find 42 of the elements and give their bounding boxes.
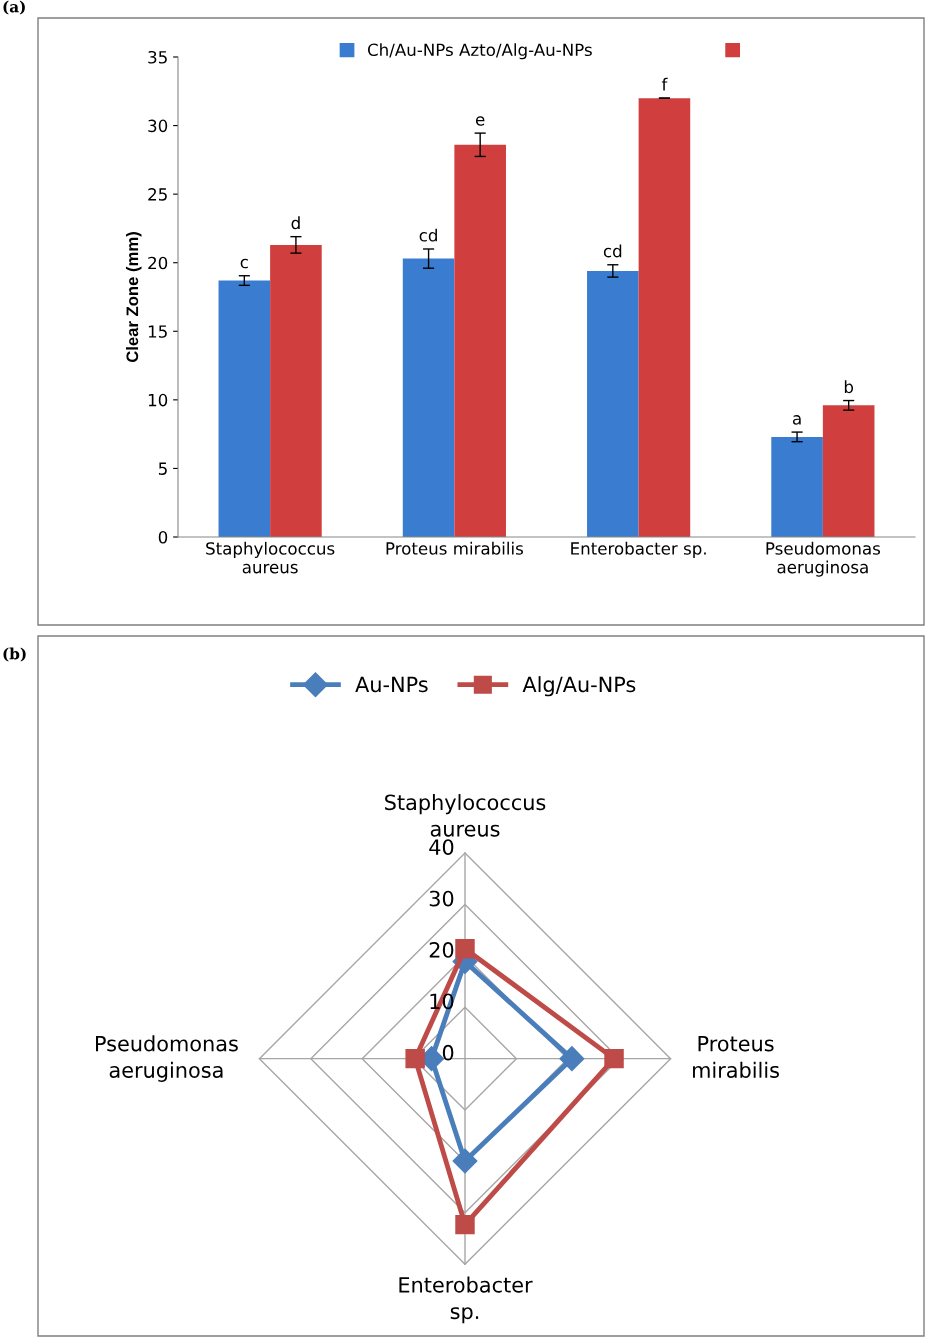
bar [218, 280, 271, 537]
y-tick-label: 20 [429, 942, 454, 958]
y-tick-label: 0 [442, 1044, 454, 1061]
y-tick-label: 5 [158, 462, 167, 475]
y-tick-label: 30 [148, 119, 168, 133]
y-tick-label: 15 [148, 325, 167, 338]
bar [587, 270, 639, 537]
annotation: f [661, 77, 668, 91]
bar [638, 98, 691, 537]
annotation: a [792, 415, 801, 425]
spoke-label: Staphylococcus aureus [385, 794, 546, 837]
y-tick-label: 30 [429, 890, 454, 907]
spoke-label: Proteus mirabilis [693, 1035, 779, 1078]
y-tick-label: 10 [148, 393, 168, 407]
y-tick-label: 20 [148, 256, 168, 270]
annotation: c [240, 258, 248, 269]
y-tick-label: 25 [148, 188, 167, 201]
annotation: cd [419, 228, 437, 242]
legend-label: Au-NPs [355, 676, 428, 693]
spoke-label: Pseudomonas aeruginosa [96, 1035, 238, 1082]
text: (b) [3, 647, 26, 662]
y-tick-label: 35 [148, 50, 167, 64]
x-tick-label: Proteus mirabilis [386, 541, 523, 555]
annotation: cd [603, 244, 622, 258]
annotation: d [291, 216, 300, 230]
bar [402, 258, 455, 537]
spoke-label: Enterobacter sp. [399, 1276, 533, 1324]
bar [771, 436, 823, 537]
y-tick-label: 40 [429, 839, 454, 855]
text: (a) [3, 0, 25, 15]
x-tick-label: Pseudomonas aeruginosa [766, 541, 881, 577]
y-tick-label: 0 [158, 530, 168, 544]
y-axis-title: Clear Zone (mm) [125, 232, 142, 363]
legend-label: Alg/Au-NPs [522, 676, 636, 697]
bar [822, 405, 875, 537]
bar [454, 144, 506, 537]
x-tick-label: Enterobacter sp. [571, 541, 706, 558]
annotation: b [844, 380, 854, 394]
x-tick-label: Staphylococcus aureus [206, 541, 335, 574]
annotation: e [475, 116, 485, 126]
legend-label: Ch/Au-NPs Azto/Alg-Au-NPs [367, 43, 592, 60]
bar [270, 244, 322, 537]
